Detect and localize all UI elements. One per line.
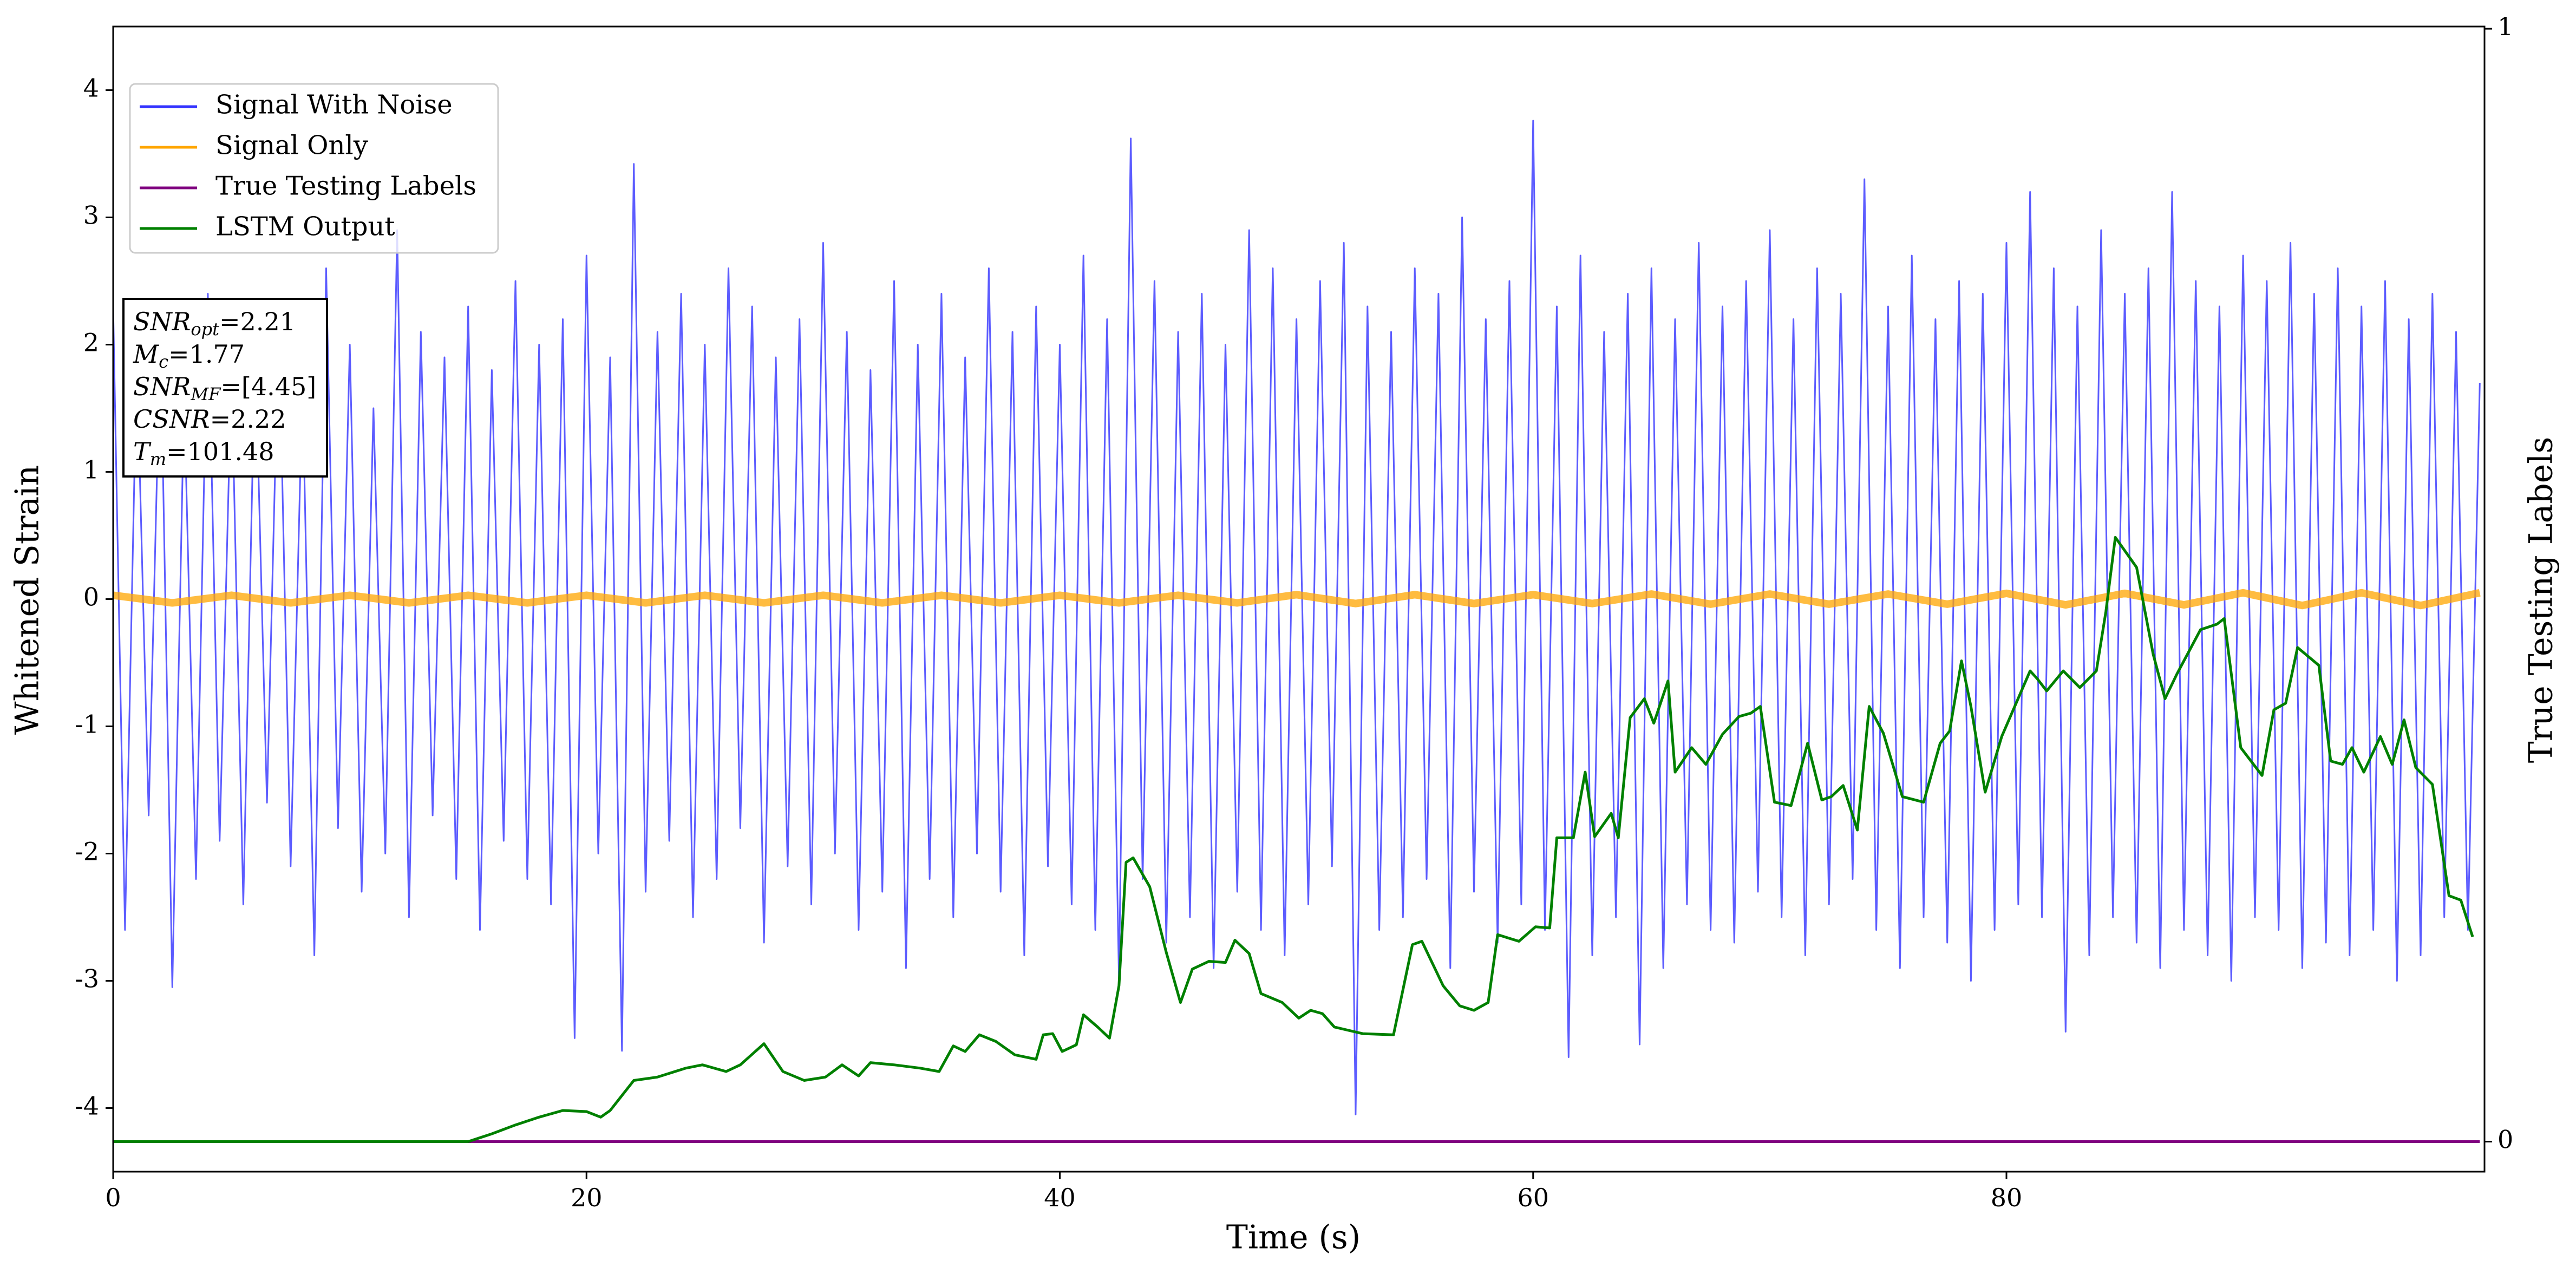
- stat-symbol: T: [133, 437, 152, 466]
- x-tick-label: 80: [1991, 1183, 2023, 1212]
- stat-symbol: CSNR: [133, 404, 210, 434]
- y2-tick-label: 1: [2497, 12, 2513, 41]
- y-tick-label: -4: [75, 1092, 99, 1121]
- y-tick-label: -2: [75, 837, 99, 866]
- stat-subscript: opt: [191, 319, 219, 339]
- y-tick-label: 0: [83, 583, 99, 612]
- y2-axis-label: True Testing Labels: [2522, 437, 2560, 763]
- stat-symbol: M: [133, 339, 160, 369]
- stat-subscript: m: [150, 449, 166, 469]
- stat-line: Mc=1.77: [133, 339, 245, 372]
- stat-line: CSNR=2.22: [133, 404, 286, 434]
- stat-value: =101.48: [166, 437, 274, 466]
- stat-subscript: c: [159, 351, 168, 372]
- stat-line: SNRopt=2.21: [133, 307, 296, 339]
- x-axis-label: Time (s): [1226, 1219, 1361, 1257]
- stats-box: SNRopt=2.21Mc=1.77SNRMF=[4.45]CSNR=2.22T…: [122, 298, 328, 478]
- y-tick-label: 4: [83, 74, 99, 103]
- y-axis-label: Whitened Strain: [9, 465, 47, 735]
- y-tick-label: 2: [83, 328, 99, 357]
- stat-symbol: SNR: [133, 372, 191, 401]
- stats-frame: [122, 298, 328, 478]
- y2-tick-label: 0: [2497, 1125, 2513, 1154]
- y-tick-label: -1: [75, 710, 99, 739]
- legend-label: Signal Only: [215, 130, 368, 161]
- legend-box: [129, 83, 499, 254]
- x-tick-label: 40: [1044, 1183, 1076, 1212]
- legend-label: Signal With Noise: [215, 90, 453, 120]
- stat-subscript: MF: [190, 384, 221, 404]
- y-tick-label: 3: [83, 201, 99, 230]
- series-line: [113, 535, 2474, 1143]
- stat-value: =[4.45]: [220, 372, 316, 401]
- stat-value: =1.77: [168, 339, 245, 369]
- legend-label: True Testing Labels: [215, 171, 476, 201]
- stat-value: =2.22: [210, 404, 286, 434]
- series-line: [112, 120, 2481, 1115]
- x-tick-label: 20: [571, 1183, 603, 1212]
- y-tick-label: -3: [75, 964, 99, 994]
- x-tick-label: 0: [105, 1183, 121, 1212]
- series-line: [113, 589, 2481, 610]
- legend: Signal With Noise Signal Only True Testing…: [129, 83, 499, 254]
- stat-line: Tm=101.48: [133, 437, 274, 469]
- y-tick-label: 1: [83, 455, 99, 485]
- stat-symbol: SNR: [133, 307, 191, 336]
- stat-line: SNRMF=[4.45]: [133, 372, 316, 404]
- plot-area: [112, 120, 2481, 1143]
- x-tick-label: 60: [1517, 1183, 1549, 1212]
- legend-label: LSTM Output: [215, 212, 395, 242]
- stat-value: =2.21: [219, 307, 296, 336]
